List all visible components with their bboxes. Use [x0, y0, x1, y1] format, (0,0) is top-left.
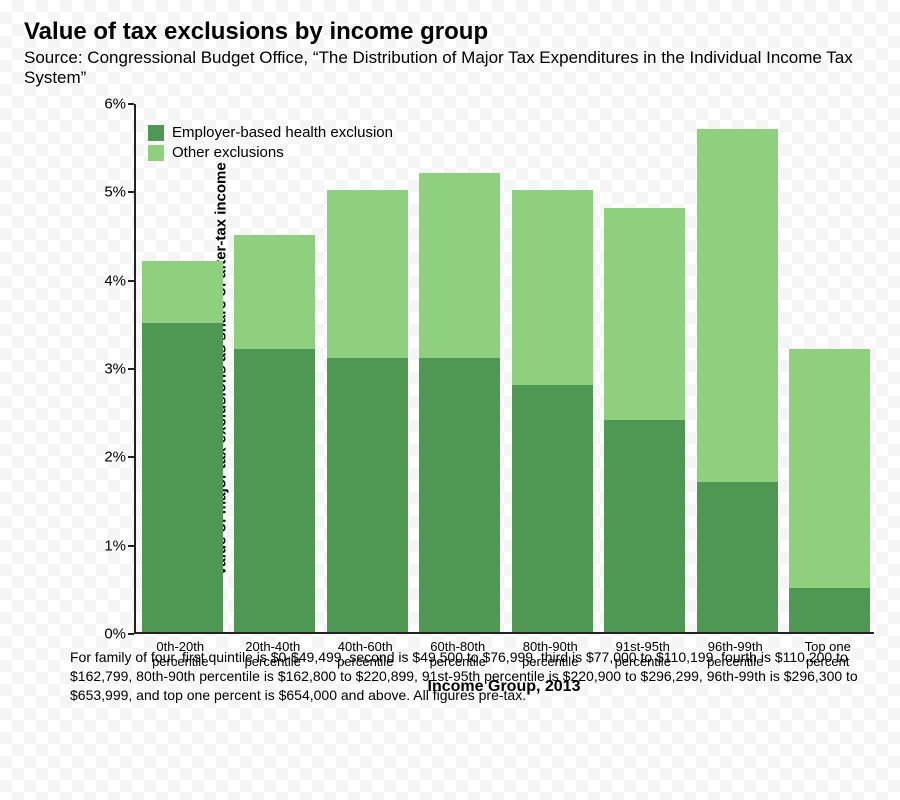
y-tick-mark: [128, 280, 134, 282]
bar-segment: [419, 173, 500, 359]
legend-row: Employer-based health exclusion: [148, 124, 393, 141]
y-tick-label: 4%: [94, 272, 126, 289]
bar-group: [142, 261, 223, 632]
footnote: For family of four, first quintile is $0…: [70, 648, 876, 705]
bar-segment: [604, 208, 685, 420]
bar-segment: [789, 349, 870, 588]
chart-area: Value of major tax exclusions as share o…: [24, 104, 876, 724]
legend-label: Other exclusions: [172, 144, 284, 161]
bar-segment: [512, 190, 593, 384]
bar-group: [697, 129, 778, 633]
bar-segment: [142, 261, 223, 323]
y-tick-mark: [128, 103, 134, 105]
y-tick-label: 6%: [94, 96, 126, 113]
bar-group: [512, 190, 593, 632]
y-tick-mark: [128, 456, 134, 458]
legend-label: Employer-based health exclusion: [172, 124, 393, 141]
chart-container: Value of tax exclusions by income group …: [0, 0, 900, 800]
legend-swatch: [148, 125, 164, 141]
bar-segment: [327, 358, 408, 632]
bar-segment: [697, 482, 778, 632]
y-tick-label: 1%: [94, 537, 126, 554]
chart-subtitle: Source: Congressional Budget Office, “Th…: [24, 48, 876, 88]
bar-segment: [419, 358, 500, 632]
bar-segment: [327, 190, 408, 358]
bar-segment: [512, 385, 593, 632]
y-tick-label: 2%: [94, 449, 126, 466]
legend-row: Other exclusions: [148, 144, 393, 161]
legend: Employer-based health exclusion Other exc…: [148, 124, 393, 164]
y-tick-mark: [128, 633, 134, 635]
bar-segment: [234, 235, 315, 350]
bar-segment: [697, 129, 778, 482]
bar-segment: [789, 588, 870, 632]
chart-title: Value of tax exclusions by income group: [24, 18, 876, 46]
y-tick-mark: [128, 545, 134, 547]
bar-group: [419, 173, 500, 632]
bar-group: [327, 190, 408, 632]
bar-group: [234, 235, 315, 633]
bar-group: [604, 208, 685, 632]
y-tick-label: 0%: [94, 626, 126, 643]
bar-segment: [234, 349, 315, 632]
bar-group: [789, 349, 870, 632]
y-tick-mark: [128, 368, 134, 370]
bar-segment: [142, 323, 223, 632]
bar-segment: [604, 420, 685, 632]
y-tick-label: 3%: [94, 361, 126, 378]
plot-area: Employer-based health exclusion Other exc…: [134, 104, 874, 634]
bars-layer: [136, 104, 874, 632]
y-tick-mark: [128, 191, 134, 193]
y-tick-label: 5%: [94, 184, 126, 201]
legend-swatch: [148, 145, 164, 161]
